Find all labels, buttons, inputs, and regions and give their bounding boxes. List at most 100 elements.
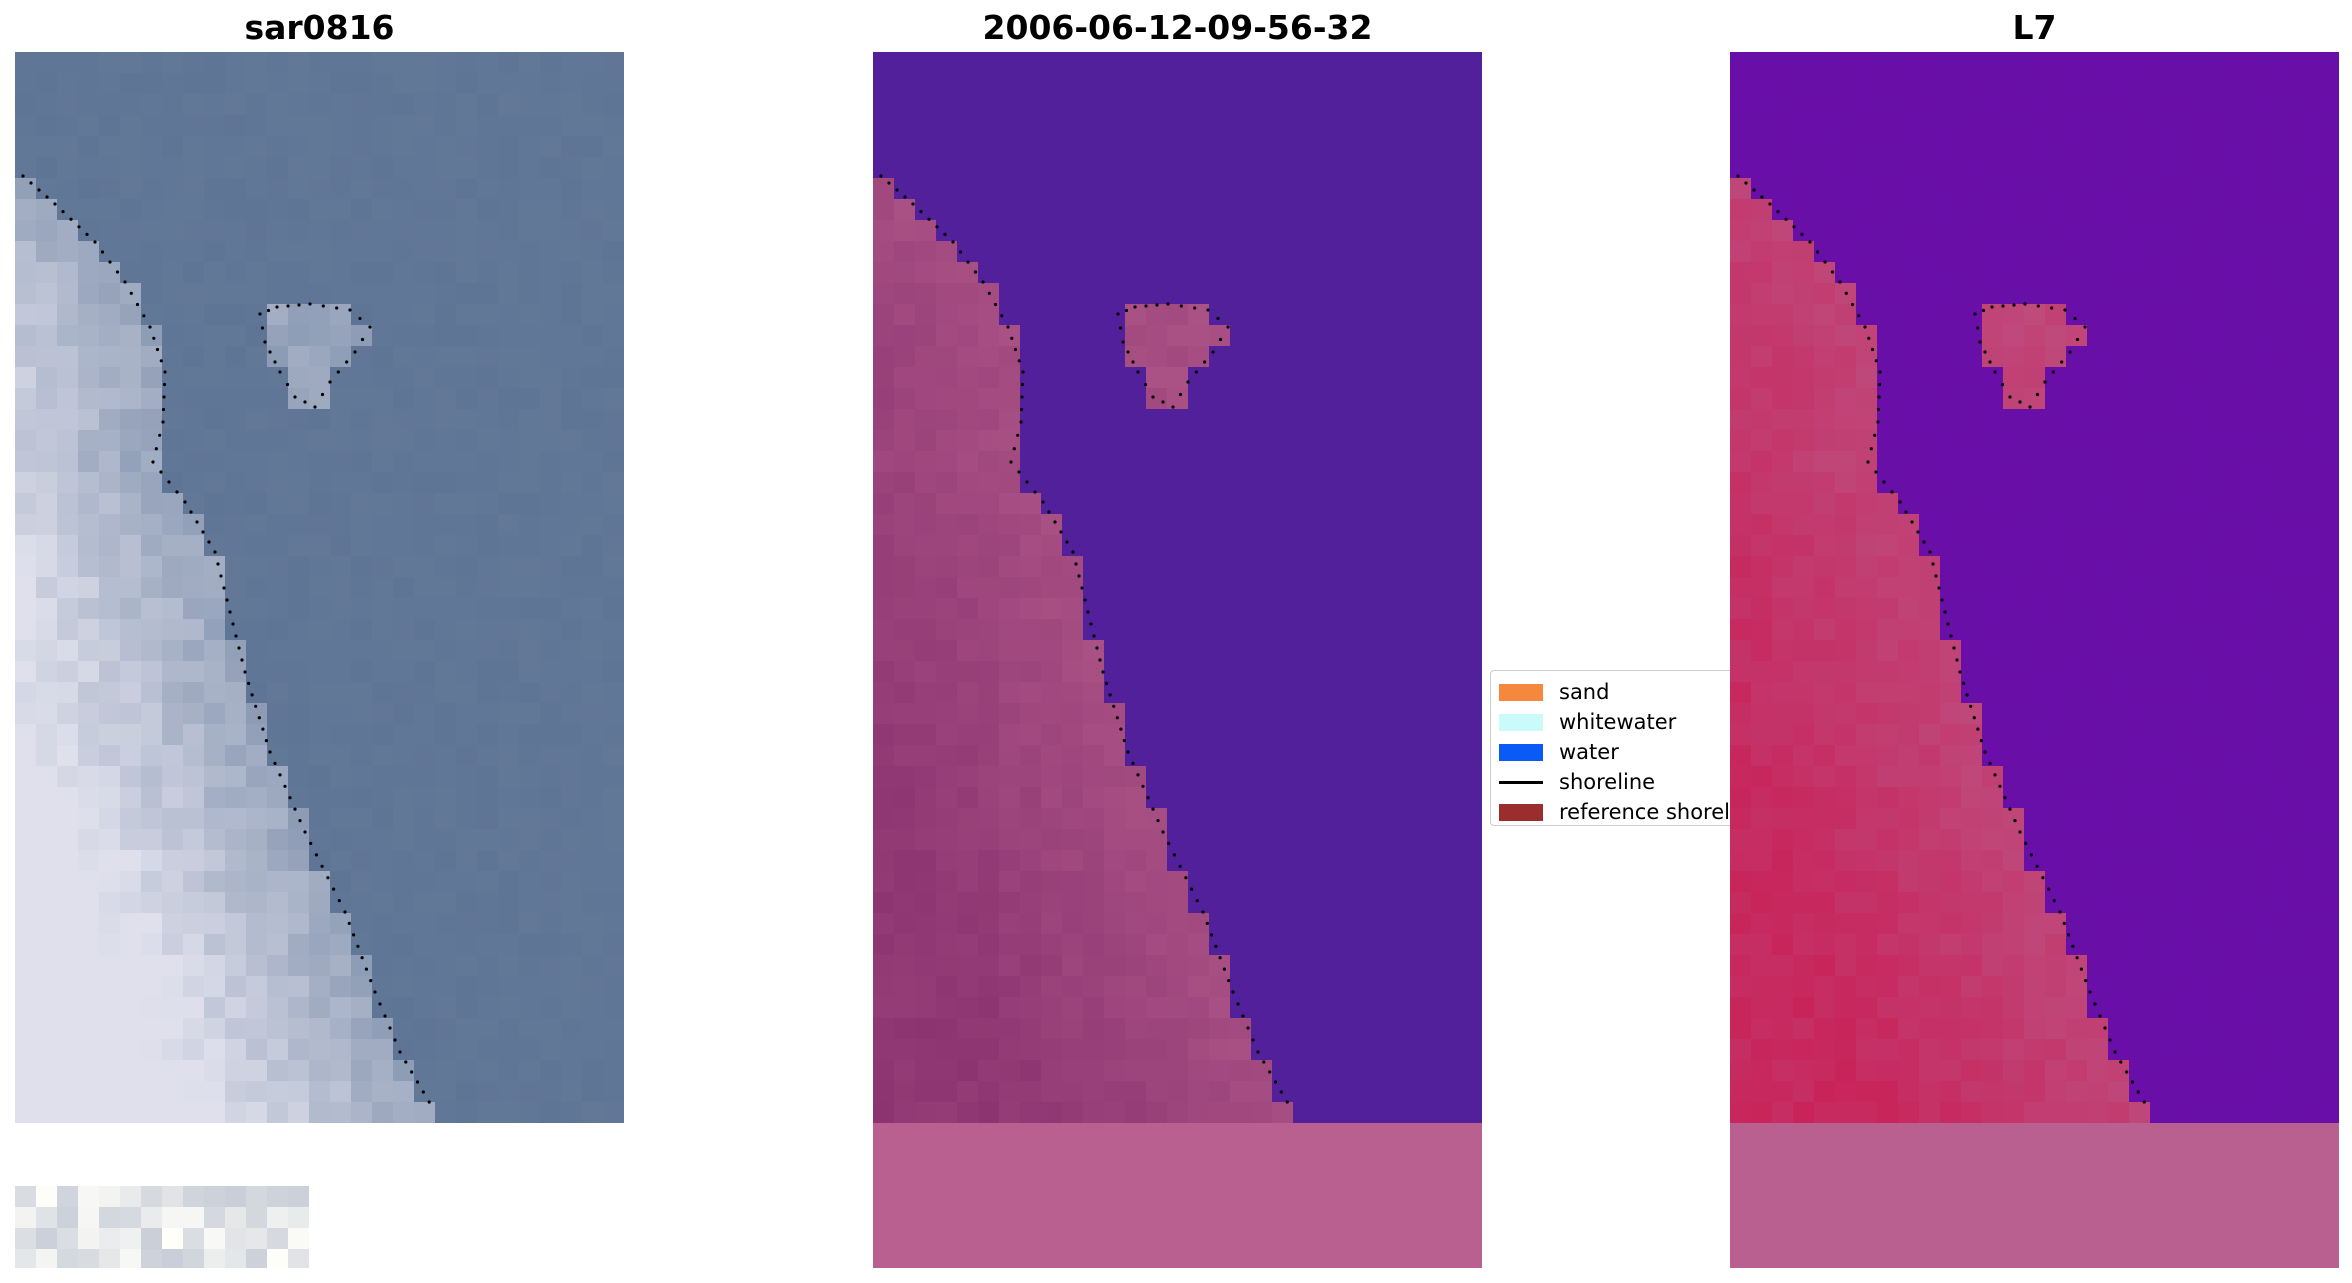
pixel-cell [1982, 682, 2003, 703]
pixel-cell [99, 115, 120, 136]
pixel-cell [603, 1144, 624, 1165]
pixel-cell [351, 1165, 372, 1186]
pixel-cell [1335, 619, 1356, 640]
pixel-cell [1335, 976, 1356, 997]
pixel-cell [36, 955, 57, 976]
pixel-cell [57, 1186, 78, 1207]
pixel-cell [2129, 493, 2150, 514]
pixel-cell [519, 451, 540, 472]
pixel-cell [2003, 661, 2024, 682]
pixel-cell [1041, 1018, 1062, 1039]
pixel-cell [540, 1018, 561, 1039]
pixel-cell [1125, 661, 1146, 682]
pixel-cell [1167, 178, 1188, 199]
pixel-cell [894, 1207, 915, 1228]
pixel-cell [1940, 178, 1961, 199]
pixel-cell [498, 514, 519, 535]
pixel-cell [414, 640, 435, 661]
pixel-cell [183, 325, 204, 346]
pixel-cell [414, 493, 435, 514]
pixel-cell [2003, 997, 2024, 1018]
pixel-cell [225, 1207, 246, 1228]
pixel-cell [1230, 703, 1251, 724]
pixel-cell [873, 598, 894, 619]
pixel-cell [2045, 241, 2066, 262]
pixel-cell [288, 1207, 309, 1228]
pixel-cell [1167, 367, 1188, 388]
pixel-cell [915, 934, 936, 955]
pixel-cell [288, 493, 309, 514]
pixel-cell [540, 535, 561, 556]
pixel-cell [1230, 955, 1251, 976]
pixel-cell [330, 955, 351, 976]
pixel-cell [141, 682, 162, 703]
pixel-cell [894, 514, 915, 535]
pixel-cell [1461, 346, 1482, 367]
pixel-cell [1461, 1060, 1482, 1081]
pixel-cell [603, 661, 624, 682]
pixel-cell [519, 94, 540, 115]
pixel-cell [978, 1039, 999, 1060]
pixel-cell [1083, 976, 1104, 997]
pixel-cell [414, 94, 435, 115]
pixel-cell [1877, 283, 1898, 304]
shoreline-dot [129, 291, 133, 295]
pixel-cell [561, 325, 582, 346]
pixel-cell [330, 934, 351, 955]
pixel-cell [372, 1207, 393, 1228]
pixel-cell [1751, 682, 1772, 703]
pixel-cell [1440, 304, 1461, 325]
pixel-cell [204, 1018, 225, 1039]
pixel-cell [1230, 1123, 1251, 1144]
pixel-cell [1356, 304, 1377, 325]
pixel-cell [2318, 409, 2339, 430]
pixel-cell [288, 1144, 309, 1165]
legend-label-water: water [1559, 740, 1619, 764]
pixel-cell [78, 409, 99, 430]
pixel-cell [2318, 955, 2339, 976]
pixel-cell [1314, 94, 1335, 115]
pixel-cell [204, 136, 225, 157]
pixel-cell [894, 178, 915, 199]
pixel-cell [2255, 787, 2276, 808]
pixel-cell [1272, 262, 1293, 283]
pixel-cell [2087, 556, 2108, 577]
pixel-cell [414, 850, 435, 871]
pixel-cell [99, 787, 120, 808]
pixel-cell [351, 94, 372, 115]
pixel-cell [288, 787, 309, 808]
pixel-cell [1167, 619, 1188, 640]
pixel-cell [1856, 157, 1877, 178]
pixel-cell [1020, 598, 1041, 619]
pixel-cell [1167, 73, 1188, 94]
pixel-cell [1877, 661, 1898, 682]
pixel-cell [2066, 682, 2087, 703]
pixel-cell [15, 241, 36, 262]
pixel-cell [1398, 997, 1419, 1018]
pixel-cell [1919, 682, 1940, 703]
pixel-cell [2318, 94, 2339, 115]
pixel-cell [1251, 157, 1272, 178]
pixel-cell [873, 220, 894, 241]
pixel-cell [1982, 766, 2003, 787]
pixel-cell [330, 535, 351, 556]
pixel-cell [2045, 136, 2066, 157]
pixel-cell [999, 850, 1020, 871]
pixel-cell [1125, 178, 1146, 199]
pixel-cell [99, 1186, 120, 1207]
pixel-cell [1940, 73, 1961, 94]
pixel-cell [1793, 1039, 1814, 1060]
pixel-cell [288, 1123, 309, 1144]
pixel-cell [519, 724, 540, 745]
pixel-cell [1835, 94, 1856, 115]
pixel-cell [603, 1102, 624, 1123]
pixel-cell [1814, 556, 1835, 577]
pixel-cell [309, 157, 330, 178]
pixel-cell [330, 703, 351, 724]
pixel-cell [246, 829, 267, 850]
pixel-cell [2255, 199, 2276, 220]
pixel-cell [2213, 115, 2234, 136]
pixel-cell [288, 682, 309, 703]
pixel-cell [873, 1186, 894, 1207]
pixel-cell [1041, 241, 1062, 262]
